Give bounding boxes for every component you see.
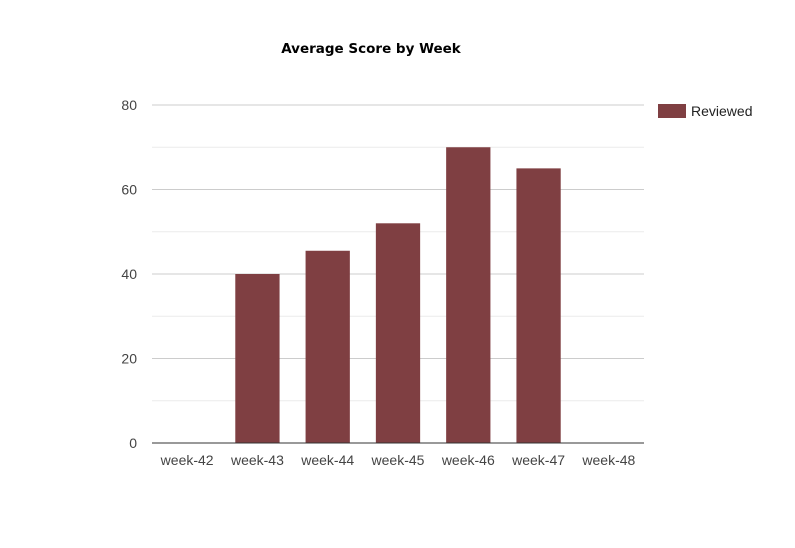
x-tick-label: week-43 (230, 452, 284, 468)
bars (235, 147, 561, 443)
x-tick-label: week-45 (371, 452, 425, 468)
x-axis-ticks: week-42 week-43 week-44 week-45 week-46 week-… (160, 452, 636, 468)
y-tick-label: 40 (121, 266, 137, 282)
x-tick-label: week-42 (160, 452, 214, 468)
y-axis-ticks: 0 20 40 60 80 (121, 97, 137, 451)
x-tick-label: week-44 (300, 452, 354, 468)
legend-label: Reviewed (691, 103, 752, 119)
x-tick-label: week-47 (511, 452, 565, 468)
bar-week-47[interactable] (516, 168, 561, 443)
legend-swatch (658, 104, 686, 118)
y-tick-label: 60 (121, 182, 137, 198)
chart-title: Average Score by Week (281, 41, 462, 57)
legend[interactable]: Reviewed (658, 103, 752, 119)
x-tick-label: week-46 (441, 452, 495, 468)
y-tick-label: 80 (121, 97, 137, 113)
bar-week-44[interactable] (305, 250, 350, 443)
y-tick-label: 20 (121, 351, 137, 367)
bar-week-43[interactable] (235, 274, 280, 443)
y-tick-label: 0 (129, 435, 137, 451)
bar-week-46[interactable] (446, 147, 491, 443)
bar-week-45[interactable] (375, 223, 421, 443)
x-tick-label: week-48 (581, 452, 635, 468)
